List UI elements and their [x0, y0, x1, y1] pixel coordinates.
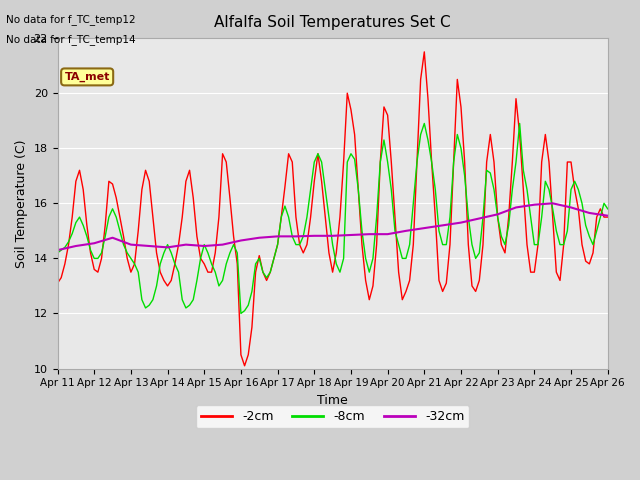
-32cm: [365, 231, 373, 237]
-32cm: [145, 243, 153, 249]
-32cm: [274, 233, 282, 239]
-32cm: [164, 244, 172, 250]
-8cm: [54, 250, 61, 256]
-2cm: [446, 242, 454, 248]
-32cm: [439, 222, 447, 228]
-32cm: [109, 235, 116, 240]
-8cm: [325, 214, 333, 220]
-32cm: [182, 242, 189, 248]
-32cm: [457, 220, 465, 226]
-32cm: [255, 235, 263, 240]
-32cm: [347, 232, 355, 238]
-32cm: [567, 204, 575, 210]
-32cm: [402, 228, 410, 234]
Line: -32cm: -32cm: [58, 204, 608, 250]
-32cm: [494, 212, 502, 217]
-32cm: [604, 213, 612, 218]
Line: -8cm: -8cm: [58, 123, 608, 313]
-8cm: [252, 261, 259, 267]
-32cm: [310, 233, 318, 239]
-32cm: [292, 233, 300, 239]
Text: TA_met: TA_met: [65, 72, 110, 82]
-32cm: [420, 225, 428, 231]
-32cm: [329, 233, 337, 239]
-8cm: [391, 228, 399, 234]
-2cm: [54, 280, 61, 286]
-8cm: [604, 206, 612, 212]
-8cm: [420, 120, 428, 126]
Text: No data for f_TC_temp12: No data for f_TC_temp12: [6, 14, 136, 25]
-32cm: [90, 240, 98, 246]
-2cm: [600, 214, 608, 220]
-8cm: [406, 242, 413, 248]
-8cm: [446, 214, 454, 220]
-2cm: [420, 49, 428, 55]
-32cm: [237, 238, 244, 243]
-32cm: [200, 243, 208, 249]
-2cm: [325, 250, 333, 256]
-8cm: [237, 311, 244, 316]
-32cm: [476, 216, 483, 221]
-32cm: [549, 201, 557, 206]
Legend: -2cm, -8cm, -32cm: -2cm, -8cm, -32cm: [196, 406, 470, 428]
-32cm: [384, 231, 392, 237]
-32cm: [512, 204, 520, 210]
-32cm: [586, 210, 593, 216]
Y-axis label: Soil Temperature (C): Soil Temperature (C): [15, 139, 28, 267]
-2cm: [391, 214, 399, 220]
-32cm: [72, 243, 80, 249]
-2cm: [604, 214, 612, 220]
Title: Alfalfa Soil Temperatures Set C: Alfalfa Soil Temperatures Set C: [214, 15, 451, 30]
-32cm: [54, 247, 61, 253]
-2cm: [252, 269, 259, 275]
-2cm: [241, 363, 248, 369]
-32cm: [531, 202, 538, 207]
X-axis label: Time: Time: [317, 394, 348, 407]
-32cm: [127, 242, 135, 248]
-8cm: [600, 201, 608, 206]
-2cm: [406, 277, 413, 283]
Line: -2cm: -2cm: [58, 52, 608, 366]
Text: No data for f_TC_temp14: No data for f_TC_temp14: [6, 34, 136, 45]
-32cm: [219, 242, 227, 248]
